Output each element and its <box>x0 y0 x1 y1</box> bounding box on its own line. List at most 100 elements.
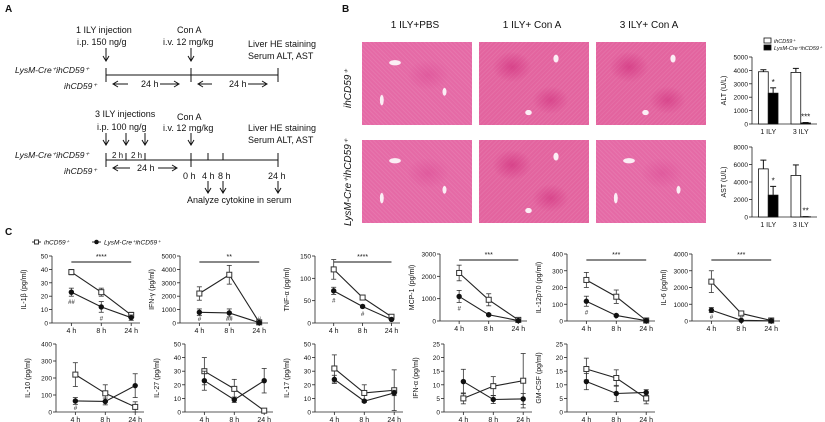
interval-arrows <box>112 80 268 88</box>
y-tick-label: 0 <box>744 215 748 222</box>
x-tick-label: 8 h <box>224 328 234 335</box>
y-tick-label: 6000 <box>734 162 749 169</box>
y-tick-label: 50 <box>304 298 312 305</box>
y-tick-label: 0 <box>44 321 48 328</box>
y-tick-label: 0 <box>744 122 748 129</box>
injection-dose: i.p. 100 ng/g <box>97 122 147 132</box>
histology-row-label: LysM-Cre⁺ihCD59⁺ <box>343 138 354 226</box>
data-point-ko <box>201 378 208 384</box>
legend-marker <box>34 239 39 245</box>
data-point-wt <box>460 395 467 402</box>
chart-il10: 0 100 200 300 400 IL-10 (pg/ml) 4 h 8 h 24 h # <box>25 342 144 422</box>
y-tick-label: 5 <box>436 396 440 403</box>
y-tick-label: 50 <box>304 342 312 349</box>
y-axis-label: AST (U/L) <box>721 167 728 198</box>
cona-title: Con A <box>177 25 202 35</box>
x-tick-label: 24 h <box>516 417 530 422</box>
x-tick-label: 8 h <box>611 326 621 333</box>
data-point-ko <box>391 390 397 396</box>
x-tick-label: 4 h <box>581 326 591 333</box>
y-tick-label: 0 <box>177 410 181 417</box>
legend-marker <box>94 239 99 245</box>
data-point-ko <box>132 382 138 389</box>
chart-il6: 0 1000 2000 3000 4000 IL-6 (pg/ml) 4 h 8 h 24 h #… <box>661 252 780 333</box>
y-tick-label: 2000 <box>162 294 177 301</box>
y-axis-label: MCP-1 (pg/ml) <box>409 265 416 311</box>
analyze-label: Analyze cytokine in serum <box>187 195 292 205</box>
data-point-wt <box>359 294 366 301</box>
y-tick-label: 25 <box>433 342 441 349</box>
panel-label-c: C <box>5 227 12 238</box>
data-point-ko <box>583 298 590 304</box>
data-point-ko <box>331 376 338 383</box>
significance-hash: ## <box>226 317 233 323</box>
data-point-ko <box>261 378 267 384</box>
significance-label: * <box>772 78 775 87</box>
data-point-wt <box>261 407 268 414</box>
data-point-ko <box>196 309 203 315</box>
data-point-ko <box>226 310 232 316</box>
x-tick-label: 4 h <box>454 326 464 333</box>
x-tick-label: 4 h <box>706 326 716 333</box>
arrow-down-icon <box>204 181 282 194</box>
chart-il27: 0 10 20 30 40 50 IL-27 (pg/ml) 4 h 8 h 24 h <box>154 342 273 422</box>
y-tick-label: 40 <box>174 355 182 362</box>
series-line-wt <box>333 269 392 318</box>
histology-column-title: 1 ILY+PBS <box>390 20 440 31</box>
y-tick-label: 15 <box>556 369 564 376</box>
y-tick-label: 2000 <box>734 197 749 204</box>
significance-label: **** <box>96 254 107 261</box>
data-point-ko <box>231 397 237 403</box>
legend-label: ihCD59⁺ <box>44 240 70 247</box>
time-4h: 4 h <box>202 171 215 181</box>
data-point-wt <box>68 269 75 276</box>
data-point-wt <box>72 371 79 378</box>
data-point-ko <box>515 317 521 324</box>
histology-row-label: ihCD59⁺ <box>343 69 354 108</box>
y-tick-label: 25 <box>556 342 564 349</box>
y-tick-label: 4000 <box>734 68 749 75</box>
y-tick-label: 2000 <box>422 274 437 281</box>
data-point-ko <box>486 312 492 318</box>
y-tick-label: 5 <box>559 396 563 403</box>
significance-label: *** <box>737 252 745 259</box>
histology-column-title: 1 ILY+ Con A <box>502 20 562 31</box>
data-point-ko <box>520 396 526 402</box>
x-tick-label: 24 h <box>385 328 399 335</box>
y-tick-label: 0 <box>432 319 436 326</box>
y-tick-label: 50 <box>174 342 182 349</box>
y-tick-label: 1000 <box>734 108 749 115</box>
data-point-wt <box>231 385 238 392</box>
x-tick-label: 4 h <box>329 417 339 422</box>
data-point-wt <box>196 290 203 297</box>
bar-wt <box>758 168 769 218</box>
y-tick-label: 30 <box>174 369 182 376</box>
x-tick-label: 4 h <box>70 417 80 422</box>
strain-ko-label: LysM-Cre⁺ihCD59⁺ <box>15 150 91 160</box>
data-point-ko <box>68 289 75 295</box>
y-tick-label: 10 <box>174 396 182 403</box>
significance-label: **** <box>357 254 368 261</box>
timeline-single-injection: 1 ILY injection i.p. 150 ng/g Con A i.v.… <box>15 25 316 91</box>
data-point-ko <box>643 317 649 324</box>
data-point-ko <box>102 398 108 405</box>
y-tick-label: 0 <box>172 321 176 328</box>
x-tick-label: 8 h <box>96 328 106 335</box>
significance-hash: # <box>258 317 262 323</box>
data-point-wt <box>583 366 590 373</box>
significance-label: ** <box>803 207 809 216</box>
x-tick-label: 24 h <box>124 328 138 335</box>
y-tick-label: 10 <box>41 307 49 314</box>
endpoint-1: Liver HE staining <box>248 123 316 133</box>
data-point-ko <box>359 303 366 310</box>
injection-title: 3 ILY injections <box>95 109 156 119</box>
histology-image-wt-3ily-cona <box>596 42 706 125</box>
y-axis-label: GM-CSF (pg/ml) <box>536 352 543 403</box>
x-tick-label: 24 h <box>387 417 401 422</box>
time-24h: 24 h <box>268 171 286 181</box>
y-tick-label: 10 <box>556 382 564 389</box>
interval-arrows <box>112 164 178 172</box>
y-axis-label: IL-27 (pg/ml) <box>154 358 161 398</box>
data-point-wt <box>738 310 745 317</box>
